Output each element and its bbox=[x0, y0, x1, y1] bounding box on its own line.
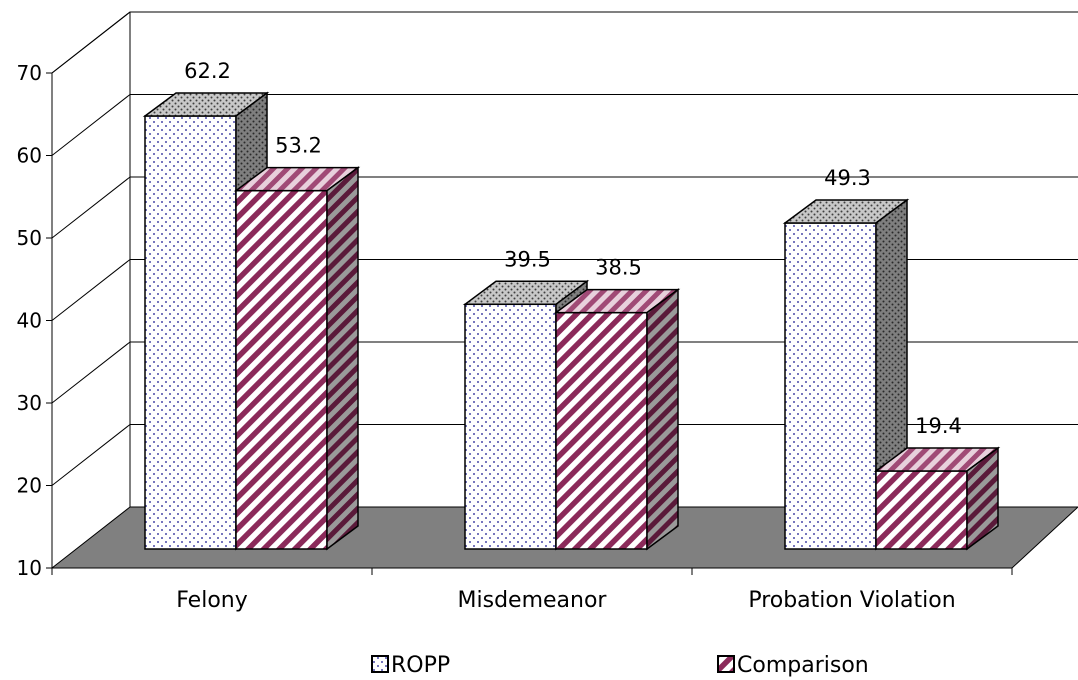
data-labels: 62.2 53.2 39.5 38.5 49.3 19.4 bbox=[184, 59, 962, 438]
legend-swatch bbox=[717, 655, 735, 673]
gridline-side bbox=[51, 176, 131, 239]
bar bbox=[233, 166, 361, 551]
legend-item: Comparison bbox=[717, 653, 869, 678]
gridline-side bbox=[51, 341, 131, 404]
x-category-label: Felony bbox=[176, 588, 248, 613]
bars bbox=[142, 91, 1001, 551]
y-tick-label: 60 bbox=[17, 144, 42, 168]
y-tick-label: 50 bbox=[17, 226, 42, 250]
legend: ROPP Comparison bbox=[371, 653, 869, 678]
bar-front bbox=[144, 115, 237, 550]
gridline-side bbox=[51, 11, 131, 74]
data-label: 53.2 bbox=[275, 134, 322, 158]
bar-side bbox=[326, 166, 359, 551]
data-label: 49.3 bbox=[824, 166, 871, 190]
y-tick-label: 20 bbox=[17, 474, 42, 498]
bar-front bbox=[235, 189, 328, 550]
x-axis: Felony Misdemeanor Probation Violation bbox=[51, 567, 1013, 613]
data-label: 62.2 bbox=[184, 59, 231, 83]
gridline-side bbox=[51, 94, 131, 156]
bar-front bbox=[555, 311, 648, 550]
gridline-side bbox=[51, 424, 131, 486]
gridline-side bbox=[51, 259, 131, 321]
bar bbox=[553, 288, 681, 551]
x-category-label: Misdemeanor bbox=[458, 588, 608, 613]
bar bbox=[782, 198, 910, 551]
bar bbox=[873, 446, 1001, 551]
bar-front bbox=[464, 303, 557, 550]
legend-label: Comparison bbox=[737, 653, 869, 678]
bar-front bbox=[784, 222, 877, 550]
y-tick-label: 10 bbox=[17, 556, 42, 580]
legend-label: ROPP bbox=[391, 653, 450, 678]
data-label: 19.4 bbox=[915, 414, 962, 438]
bar-side bbox=[646, 288, 679, 551]
legend-swatch bbox=[371, 655, 389, 673]
legend-item: ROPP bbox=[371, 653, 450, 678]
y-axis: 10 20 30 40 50 60 70 bbox=[17, 61, 53, 580]
data-label: 39.5 bbox=[504, 247, 551, 271]
x-category-label: Probation Violation bbox=[748, 588, 955, 613]
bar-side bbox=[966, 446, 999, 551]
y-tick-label: 30 bbox=[17, 391, 42, 415]
bar-front bbox=[875, 470, 968, 550]
y-tick-label: 40 bbox=[17, 309, 42, 333]
y-tick-label: 70 bbox=[17, 61, 42, 85]
data-label: 38.5 bbox=[595, 256, 642, 280]
